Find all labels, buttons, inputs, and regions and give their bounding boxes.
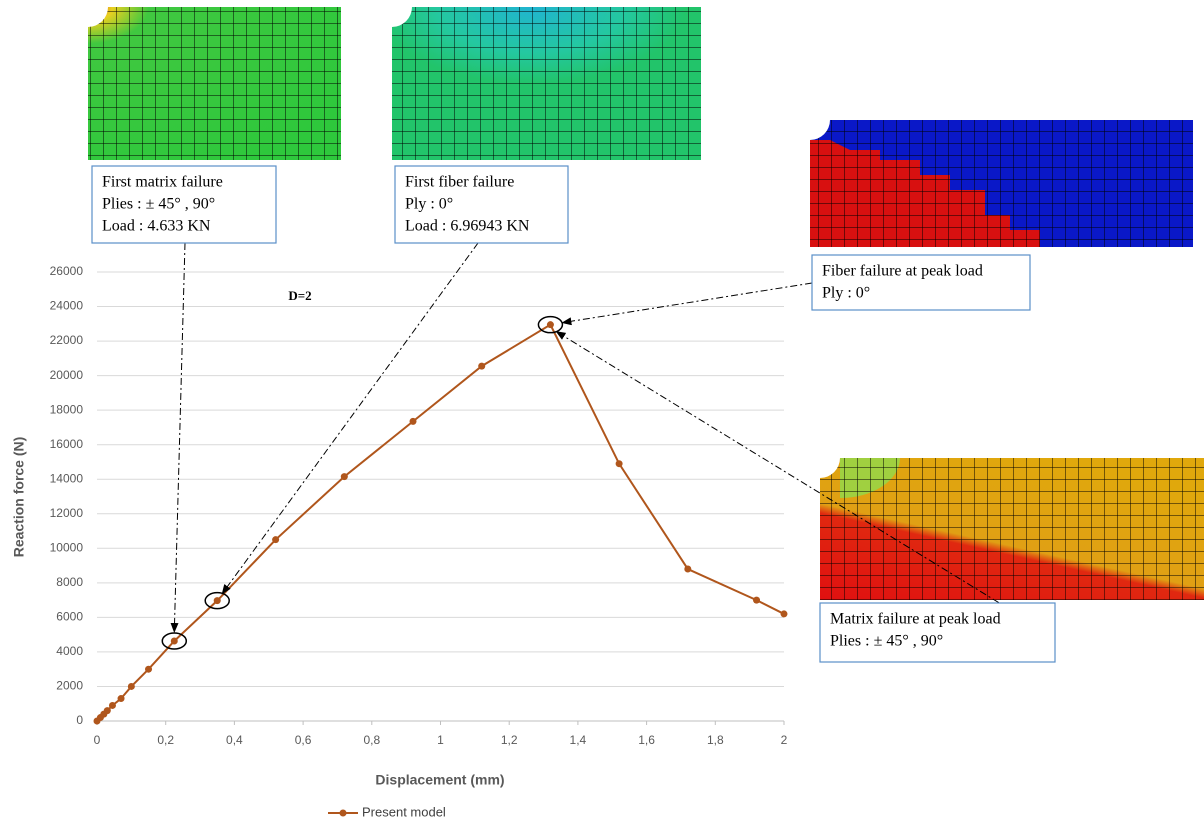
x-tick-label: 0,8 [363, 733, 380, 747]
data-point [171, 637, 178, 644]
annotation-text: Load : 4.633 KN [102, 218, 211, 235]
y-tick-label: 4000 [56, 644, 83, 658]
annotation-text: Plies : ± 45° , 90° [830, 633, 943, 650]
annotation-text: Ply : 0° [822, 285, 870, 302]
y-tick-label: 0 [76, 713, 83, 727]
x-tick-label: 0 [94, 733, 101, 747]
mesh-image-2 [392, 7, 701, 160]
x-tick-label: 0,6 [295, 733, 312, 747]
mesh-image-3 [810, 120, 1193, 247]
x-tick-label: 0,2 [157, 733, 174, 747]
y-tick-label: 2000 [56, 679, 83, 693]
series-line [97, 325, 784, 721]
y-tick-label: 24000 [50, 299, 84, 313]
data-point [781, 610, 788, 617]
y-tick-label: 12000 [50, 506, 84, 520]
y-tick-label: 14000 [50, 471, 84, 485]
chart-label: D=2 [288, 288, 311, 303]
x-tick-label: 0,4 [226, 733, 243, 747]
data-point [753, 597, 760, 604]
annotation-text: Ply : 0° [405, 196, 453, 213]
data-point [118, 695, 125, 702]
annotation-text: First fiber failure [405, 174, 514, 191]
y-tick-label: 6000 [56, 610, 83, 624]
x-tick-label: 1,2 [501, 733, 518, 747]
x-tick-label: 1 [437, 733, 444, 747]
chart: Displacement (mm) Reaction force (N) D=2… [0, 0, 1204, 824]
mesh-image-4 [820, 458, 1204, 600]
legend-marker [340, 810, 347, 817]
y-tick-label: 22000 [50, 333, 84, 347]
y-tick-label: 8000 [56, 575, 83, 589]
y-tick-label: 18000 [50, 402, 84, 416]
y-tick-label: 10000 [50, 540, 84, 554]
x-tick-label: 2 [781, 733, 788, 747]
annotation-arrow [222, 243, 478, 594]
annotation-text: First matrix failure [102, 174, 223, 191]
data-point [684, 566, 691, 573]
annotation-text: Plies : ± 45° , 90° [102, 196, 215, 213]
x-axis-title: Displacement (mm) [375, 772, 504, 788]
mesh-image-1 [88, 7, 341, 160]
data-point [341, 473, 348, 480]
annotation-text: Matrix failure at peak load [830, 611, 1001, 628]
data-point [145, 666, 152, 673]
y-tick-label: 16000 [50, 437, 84, 451]
data-point [128, 683, 135, 690]
annotation-arrow [174, 243, 185, 632]
y-tick-label: 26000 [50, 264, 84, 278]
data-point [109, 702, 116, 709]
data-point [214, 597, 221, 604]
x-tick-label: 1,6 [638, 733, 655, 747]
data-point [478, 363, 485, 370]
data-point [410, 418, 417, 425]
annotation-arrow [562, 283, 812, 323]
data-point [547, 321, 554, 328]
annotation-text: Fiber failure at peak load [822, 263, 983, 280]
x-tick-label: 1,8 [707, 733, 724, 747]
data-point [104, 707, 111, 714]
y-tick-label: 20000 [50, 368, 84, 382]
data-point [616, 460, 623, 467]
x-tick-label: 1,4 [570, 733, 587, 747]
annotation-text: Load : 6.96943 KN [405, 218, 530, 235]
legend-label: Present model [362, 804, 446, 819]
data-point [272, 536, 279, 543]
y-axis-title: Reaction force (N) [11, 437, 27, 558]
